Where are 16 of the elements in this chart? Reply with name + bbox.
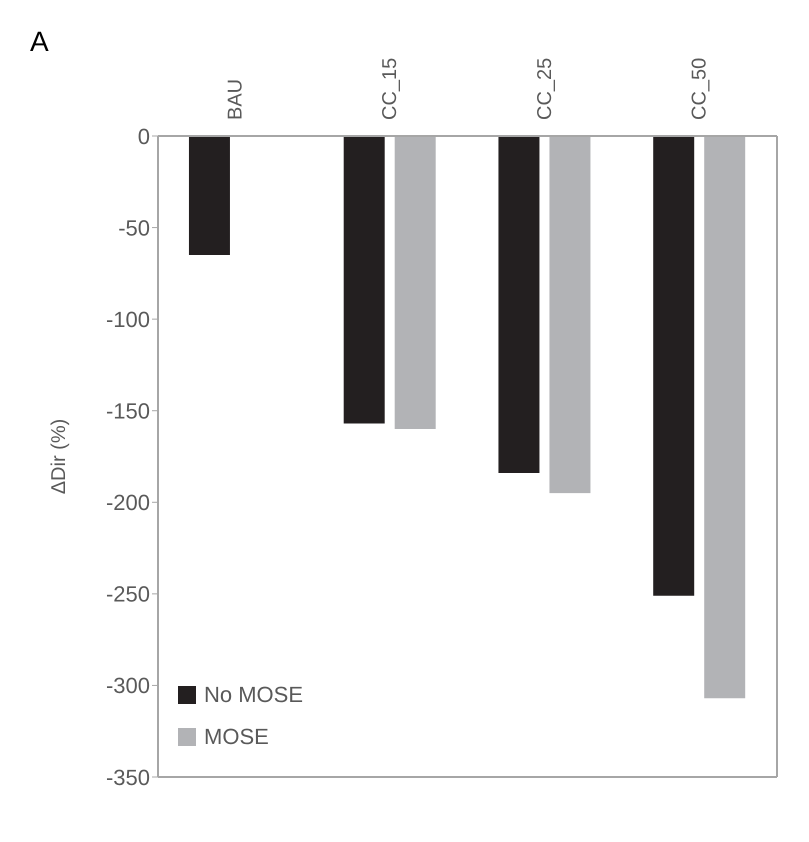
y-tick-label: -50	[118, 215, 150, 240]
x-tick-label: BAU	[224, 78, 246, 120]
y-tick-label: -200	[106, 490, 150, 516]
x-tick-label: CC_25	[534, 58, 556, 120]
legend-label: No MOSE	[204, 681, 304, 709]
legend-label: MOSE	[204, 723, 269, 751]
y-tick-label: -100	[106, 306, 150, 332]
y-tick-label: -350	[106, 764, 150, 790]
y-tick-label: -250	[106, 582, 150, 607]
chart-title: A	[30, 26, 49, 58]
y-tick-label: -150	[106, 398, 150, 424]
y-axis-title: ΔDir (%)	[48, 418, 70, 494]
y-tick-label: -300	[106, 673, 150, 698]
x-tick-label: CC_50	[688, 58, 711, 120]
y-tick-label: 0	[138, 124, 150, 149]
x-tick-label: CC_15	[379, 58, 402, 120]
